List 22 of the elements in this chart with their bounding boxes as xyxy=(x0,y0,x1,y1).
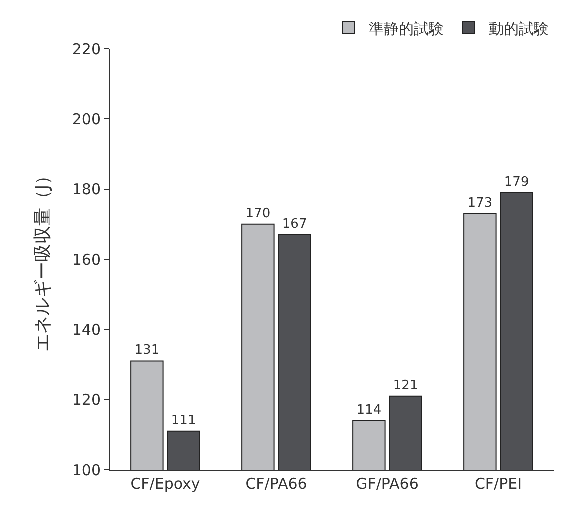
data-label: 173 xyxy=(468,196,493,211)
y-tick-label: 160 xyxy=(72,250,101,269)
data-label: 111 xyxy=(171,413,196,428)
data-label: 179 xyxy=(504,174,530,190)
data-label: 167 xyxy=(282,216,308,232)
x-tick-label: GF/PA66 xyxy=(356,475,419,493)
legend-label: 動的試験 xyxy=(489,20,549,38)
y-axis-title: エネルギー吸収量（J） xyxy=(32,166,54,352)
data-label: 114 xyxy=(356,402,382,418)
legend-label: 準静的試験 xyxy=(369,20,444,38)
y-tick-label: 140 xyxy=(72,320,101,339)
y-tick-label: 120 xyxy=(72,391,101,410)
x-tick-label: CF/Epoxy xyxy=(130,475,200,493)
y-tick-label: 220 xyxy=(72,40,101,58)
x-tick-label: CF/PA66 xyxy=(246,475,308,493)
y-tick-label: 180 xyxy=(72,180,101,199)
data-label: 170 xyxy=(246,206,271,222)
data-label: 131 xyxy=(134,343,160,358)
y-tick-label: 100 xyxy=(72,461,101,480)
x-tick-label: CF/PEI xyxy=(474,475,522,493)
y-tick-label: 200 xyxy=(72,110,101,128)
data-label: 121 xyxy=(393,378,418,394)
